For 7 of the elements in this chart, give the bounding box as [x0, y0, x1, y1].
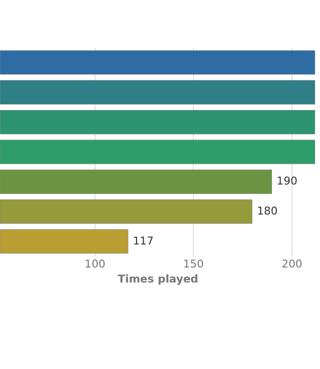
x-axis-title: Times played — [118, 272, 198, 286]
data-label: 180 — [256, 204, 278, 218]
data-label: 117 — [132, 234, 154, 248]
x-tick-label: 200 — [282, 258, 302, 271]
data-label: 190 — [276, 174, 298, 188]
x-tick-label: 150 — [183, 258, 204, 271]
x-tick-label: 100 — [84, 258, 106, 271]
